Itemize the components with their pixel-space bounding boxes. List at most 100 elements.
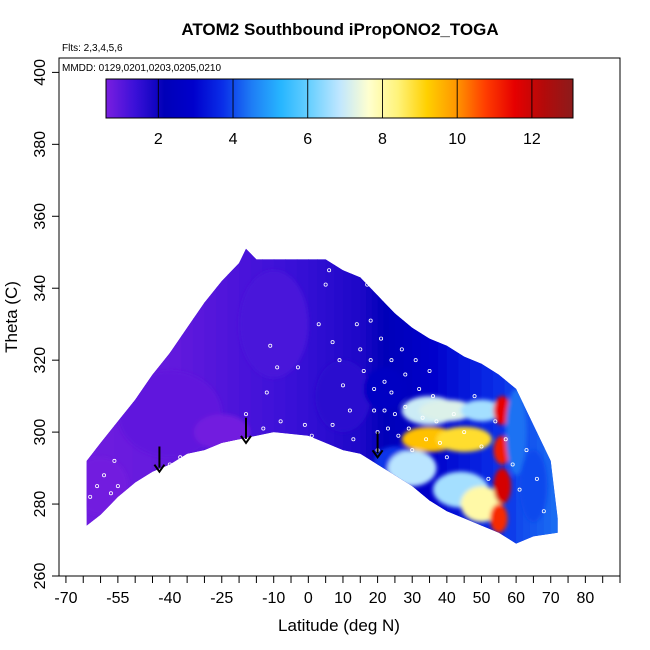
observation-point bbox=[437, 440, 442, 445]
field-band bbox=[342, 248, 353, 544]
x-tick-label: 80 bbox=[576, 590, 594, 607]
field-blobs bbox=[86, 270, 548, 533]
x-tick-label: 30 bbox=[403, 590, 421, 607]
flight-arrows bbox=[153, 417, 384, 474]
observation-point bbox=[316, 322, 321, 327]
observation-point bbox=[115, 484, 120, 489]
observation-point bbox=[396, 433, 401, 438]
x-tick-label: -70 bbox=[54, 590, 77, 607]
observation-point bbox=[385, 426, 390, 431]
colorbar-tick-label: 6 bbox=[303, 131, 312, 148]
x-tick-label: -55 bbox=[106, 590, 129, 607]
field-band bbox=[325, 248, 335, 544]
y-tick-label: 300 bbox=[32, 419, 49, 446]
colorbar-tick-label: 12 bbox=[523, 131, 541, 148]
observation-point bbox=[160, 469, 165, 474]
observation-point bbox=[430, 394, 435, 399]
x-tick-label: 40 bbox=[438, 590, 456, 607]
x-tick-label: 0 bbox=[304, 590, 313, 607]
field-band bbox=[351, 248, 361, 544]
field-band bbox=[59, 58, 78, 576]
field-cell bbox=[419, 399, 475, 422]
colorbar-tick-label: 10 bbox=[448, 131, 466, 148]
field-band bbox=[169, 248, 182, 544]
y-axis: 260 280 300 320 340 360 380 400 bbox=[32, 59, 59, 589]
observation-point bbox=[510, 462, 515, 467]
observation-point bbox=[486, 476, 491, 481]
arrow-head bbox=[371, 449, 384, 460]
field-band bbox=[366, 248, 373, 544]
observation-point bbox=[261, 426, 266, 431]
field-cell bbox=[239, 270, 309, 379]
observation-point bbox=[327, 268, 332, 273]
colorbar: 2 4 6 8 10 12 bbox=[105, 78, 574, 148]
field-band bbox=[215, 248, 229, 544]
field-band bbox=[334, 248, 344, 544]
y-tick-label: 320 bbox=[32, 347, 49, 374]
observation-point bbox=[403, 372, 408, 377]
field-band bbox=[360, 248, 367, 544]
observation-point bbox=[365, 282, 370, 287]
field-band bbox=[204, 248, 217, 544]
observation-point bbox=[112, 458, 117, 463]
observation-point bbox=[372, 386, 377, 391]
field-band bbox=[132, 248, 152, 544]
observation-point bbox=[275, 365, 280, 370]
y-tick-label: 260 bbox=[32, 563, 49, 590]
observation-point bbox=[264, 390, 269, 395]
observation-point bbox=[427, 368, 432, 373]
observation-point bbox=[323, 282, 328, 287]
observation-point bbox=[534, 476, 539, 481]
observation-point bbox=[330, 422, 335, 427]
x-tick-label: 70 bbox=[542, 590, 560, 607]
x-tick-label: 50 bbox=[473, 590, 491, 607]
flights-label: Flts: 2,3,4,5,6 bbox=[62, 43, 123, 54]
field-cell bbox=[363, 367, 406, 411]
observation-point bbox=[88, 494, 93, 499]
observation-point bbox=[424, 437, 429, 442]
observation-point bbox=[302, 422, 307, 427]
y-tick-label: 340 bbox=[32, 275, 49, 302]
x-tick-label: 20 bbox=[369, 590, 387, 607]
observation-point bbox=[389, 358, 394, 363]
field-band bbox=[181, 248, 194, 544]
field-band bbox=[308, 248, 318, 544]
observation-point bbox=[403, 404, 408, 409]
field-band bbox=[389, 248, 396, 544]
observation-points bbox=[88, 268, 546, 514]
observation-point bbox=[337, 358, 342, 363]
observation-point bbox=[541, 509, 546, 514]
observation-point bbox=[108, 491, 113, 496]
observation-point bbox=[451, 412, 456, 417]
y-tick-label: 360 bbox=[32, 203, 49, 230]
observation-point bbox=[178, 455, 183, 460]
field-band bbox=[550, 248, 558, 544]
field-cell bbox=[194, 414, 250, 451]
field-cell bbox=[387, 450, 437, 487]
observation-point bbox=[417, 386, 422, 391]
x-tick-label: -25 bbox=[210, 590, 233, 607]
plot-frame bbox=[58, 57, 621, 577]
observation-point bbox=[379, 336, 384, 341]
observation-point bbox=[358, 347, 363, 352]
x-tick-label: 10 bbox=[334, 590, 352, 607]
y-tick-label: 380 bbox=[32, 131, 49, 158]
field-cell bbox=[315, 360, 371, 433]
y-tick-label: 280 bbox=[32, 491, 49, 518]
observation-point bbox=[278, 419, 283, 424]
observation-point bbox=[493, 419, 498, 424]
observation-point bbox=[503, 437, 508, 442]
y-axis-title: Theta (C) bbox=[2, 281, 21, 353]
field-cell bbox=[86, 457, 129, 515]
field-band bbox=[316, 248, 327, 544]
x-tick-label: -10 bbox=[262, 590, 285, 607]
observation-point bbox=[372, 408, 377, 413]
field-cell bbox=[436, 426, 492, 452]
observation-point bbox=[330, 340, 335, 345]
colorbar-tick-label: 2 bbox=[154, 131, 163, 148]
dates-label: MMDD: 0129,0201,0203,0205,0210 bbox=[62, 63, 221, 74]
observation-point bbox=[268, 343, 273, 348]
observation-point bbox=[406, 426, 411, 431]
x-tick-label: -40 bbox=[158, 590, 181, 607]
